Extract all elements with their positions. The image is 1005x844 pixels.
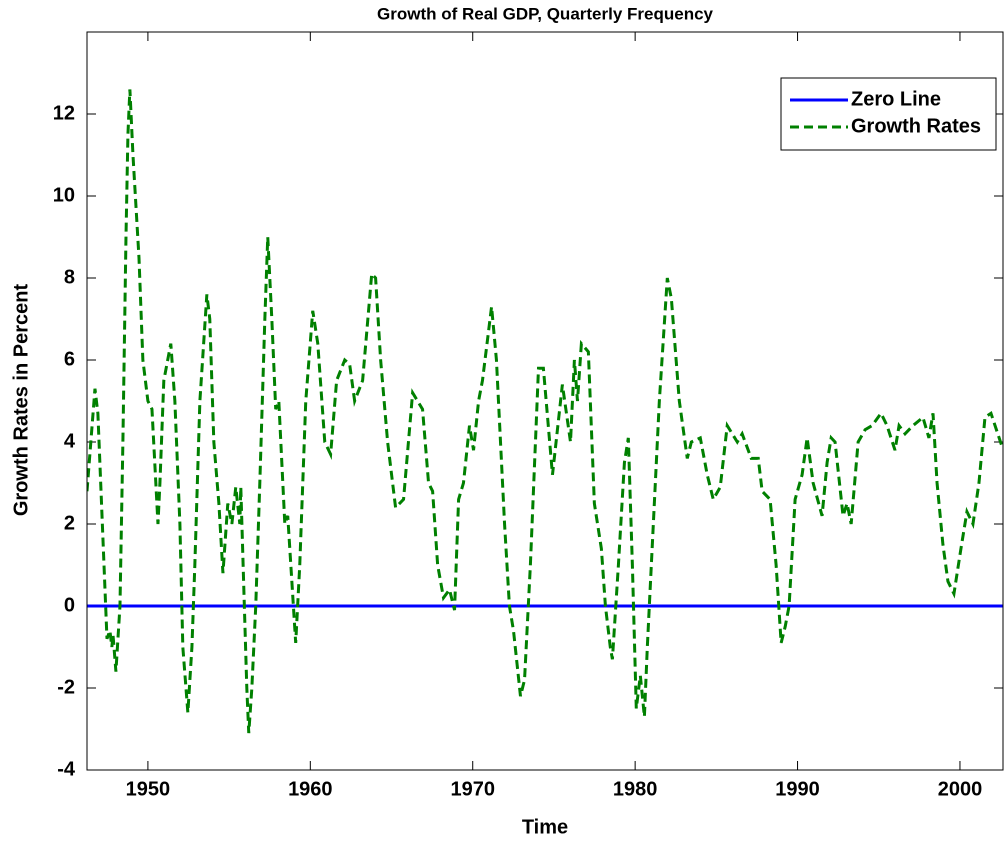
y-tick-label: 2 bbox=[64, 512, 75, 534]
y-tick-label: -2 bbox=[57, 676, 75, 698]
y-tick-label: 4 bbox=[64, 430, 76, 452]
chart-title: Growth of Real GDP, Quarterly Frequency bbox=[377, 4, 714, 23]
y-tick-label: 0 bbox=[64, 594, 75, 616]
series-line bbox=[87, 89, 1003, 734]
y-tick-label: 10 bbox=[53, 184, 75, 206]
legend-label: Zero Line bbox=[851, 88, 941, 110]
x-tick-label: 1970 bbox=[450, 778, 495, 800]
y-tick-label: 12 bbox=[53, 102, 75, 124]
y-tick-label: 6 bbox=[64, 348, 75, 370]
legend-box bbox=[780, 77, 997, 151]
x-tick-label: 1980 bbox=[613, 778, 658, 800]
x-tick-label: 1990 bbox=[775, 778, 820, 800]
y-axis-label: Growth Rates in Percent bbox=[10, 284, 32, 517]
x-tick-label: 1950 bbox=[126, 778, 171, 800]
plot-area bbox=[87, 32, 1003, 770]
x-tick-label: 1960 bbox=[288, 778, 333, 800]
y-tick-label: -4 bbox=[57, 758, 76, 780]
legend-label: Growth Rates bbox=[851, 115, 981, 137]
x-axis-label: Time bbox=[522, 816, 568, 838]
y-tick-label: 8 bbox=[64, 266, 75, 288]
x-tick-label: 2000 bbox=[938, 778, 983, 800]
axes-box bbox=[86, 31, 1004, 771]
